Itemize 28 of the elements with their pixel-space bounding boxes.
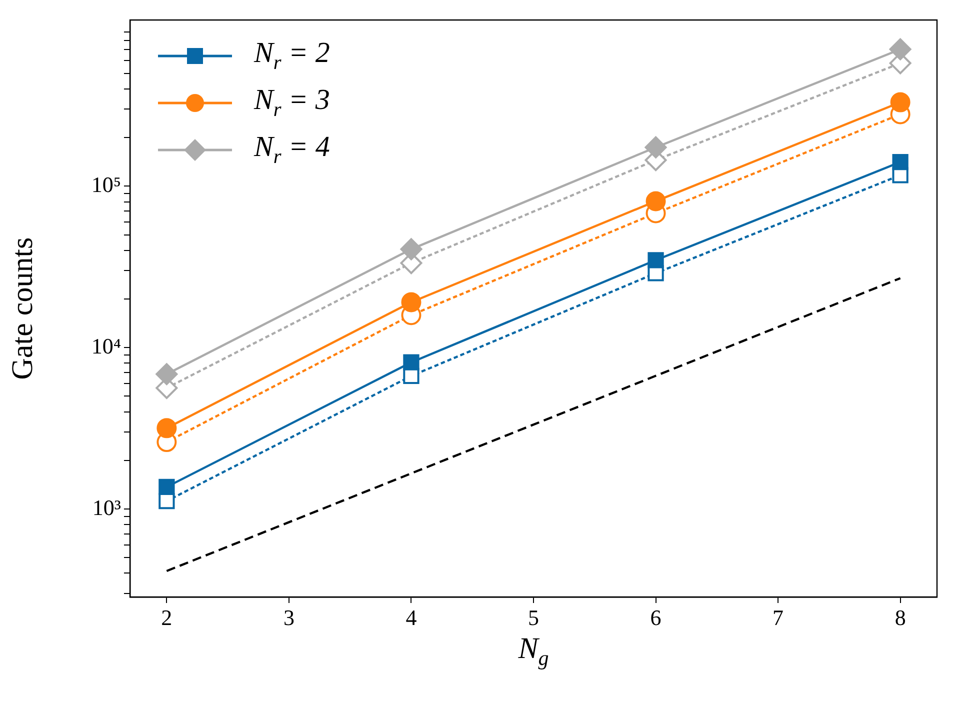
point bbox=[403, 354, 420, 370]
x-tick-label: 7 bbox=[772, 604, 784, 630]
x-tick-label: 4 bbox=[406, 604, 417, 630]
point bbox=[648, 252, 664, 268]
legend-label: N$_{r}$ = 3 bbox=[254, 84, 330, 122]
point bbox=[644, 136, 667, 158]
point bbox=[156, 363, 178, 386]
y-axis-title: Gate counts bbox=[6, 237, 39, 380]
point bbox=[156, 418, 177, 438]
legend-label: N$_{r}$ = 4 bbox=[254, 130, 330, 168]
point bbox=[400, 238, 422, 260]
y-tick-label: 10⁵ bbox=[91, 172, 121, 197]
point bbox=[646, 191, 666, 212]
x-tick-label: 6 bbox=[650, 604, 662, 630]
point bbox=[892, 154, 908, 170]
point bbox=[889, 38, 912, 60]
point bbox=[158, 492, 175, 510]
point bbox=[890, 92, 910, 112]
x-tick-label: 8 bbox=[894, 604, 906, 630]
x-tick-label: 5 bbox=[528, 604, 539, 630]
x-axis-title: N$_{g}$ bbox=[517, 632, 550, 671]
y-tick-label: 10⁴ bbox=[91, 333, 122, 358]
x-tick-label: 3 bbox=[283, 604, 294, 630]
point bbox=[158, 478, 175, 496]
legend-label: N$_{r}$ = 2 bbox=[254, 36, 330, 74]
y-tick-label: 10³ bbox=[92, 494, 122, 520]
x-tick-label: 2 bbox=[161, 604, 172, 630]
point bbox=[401, 292, 422, 312]
